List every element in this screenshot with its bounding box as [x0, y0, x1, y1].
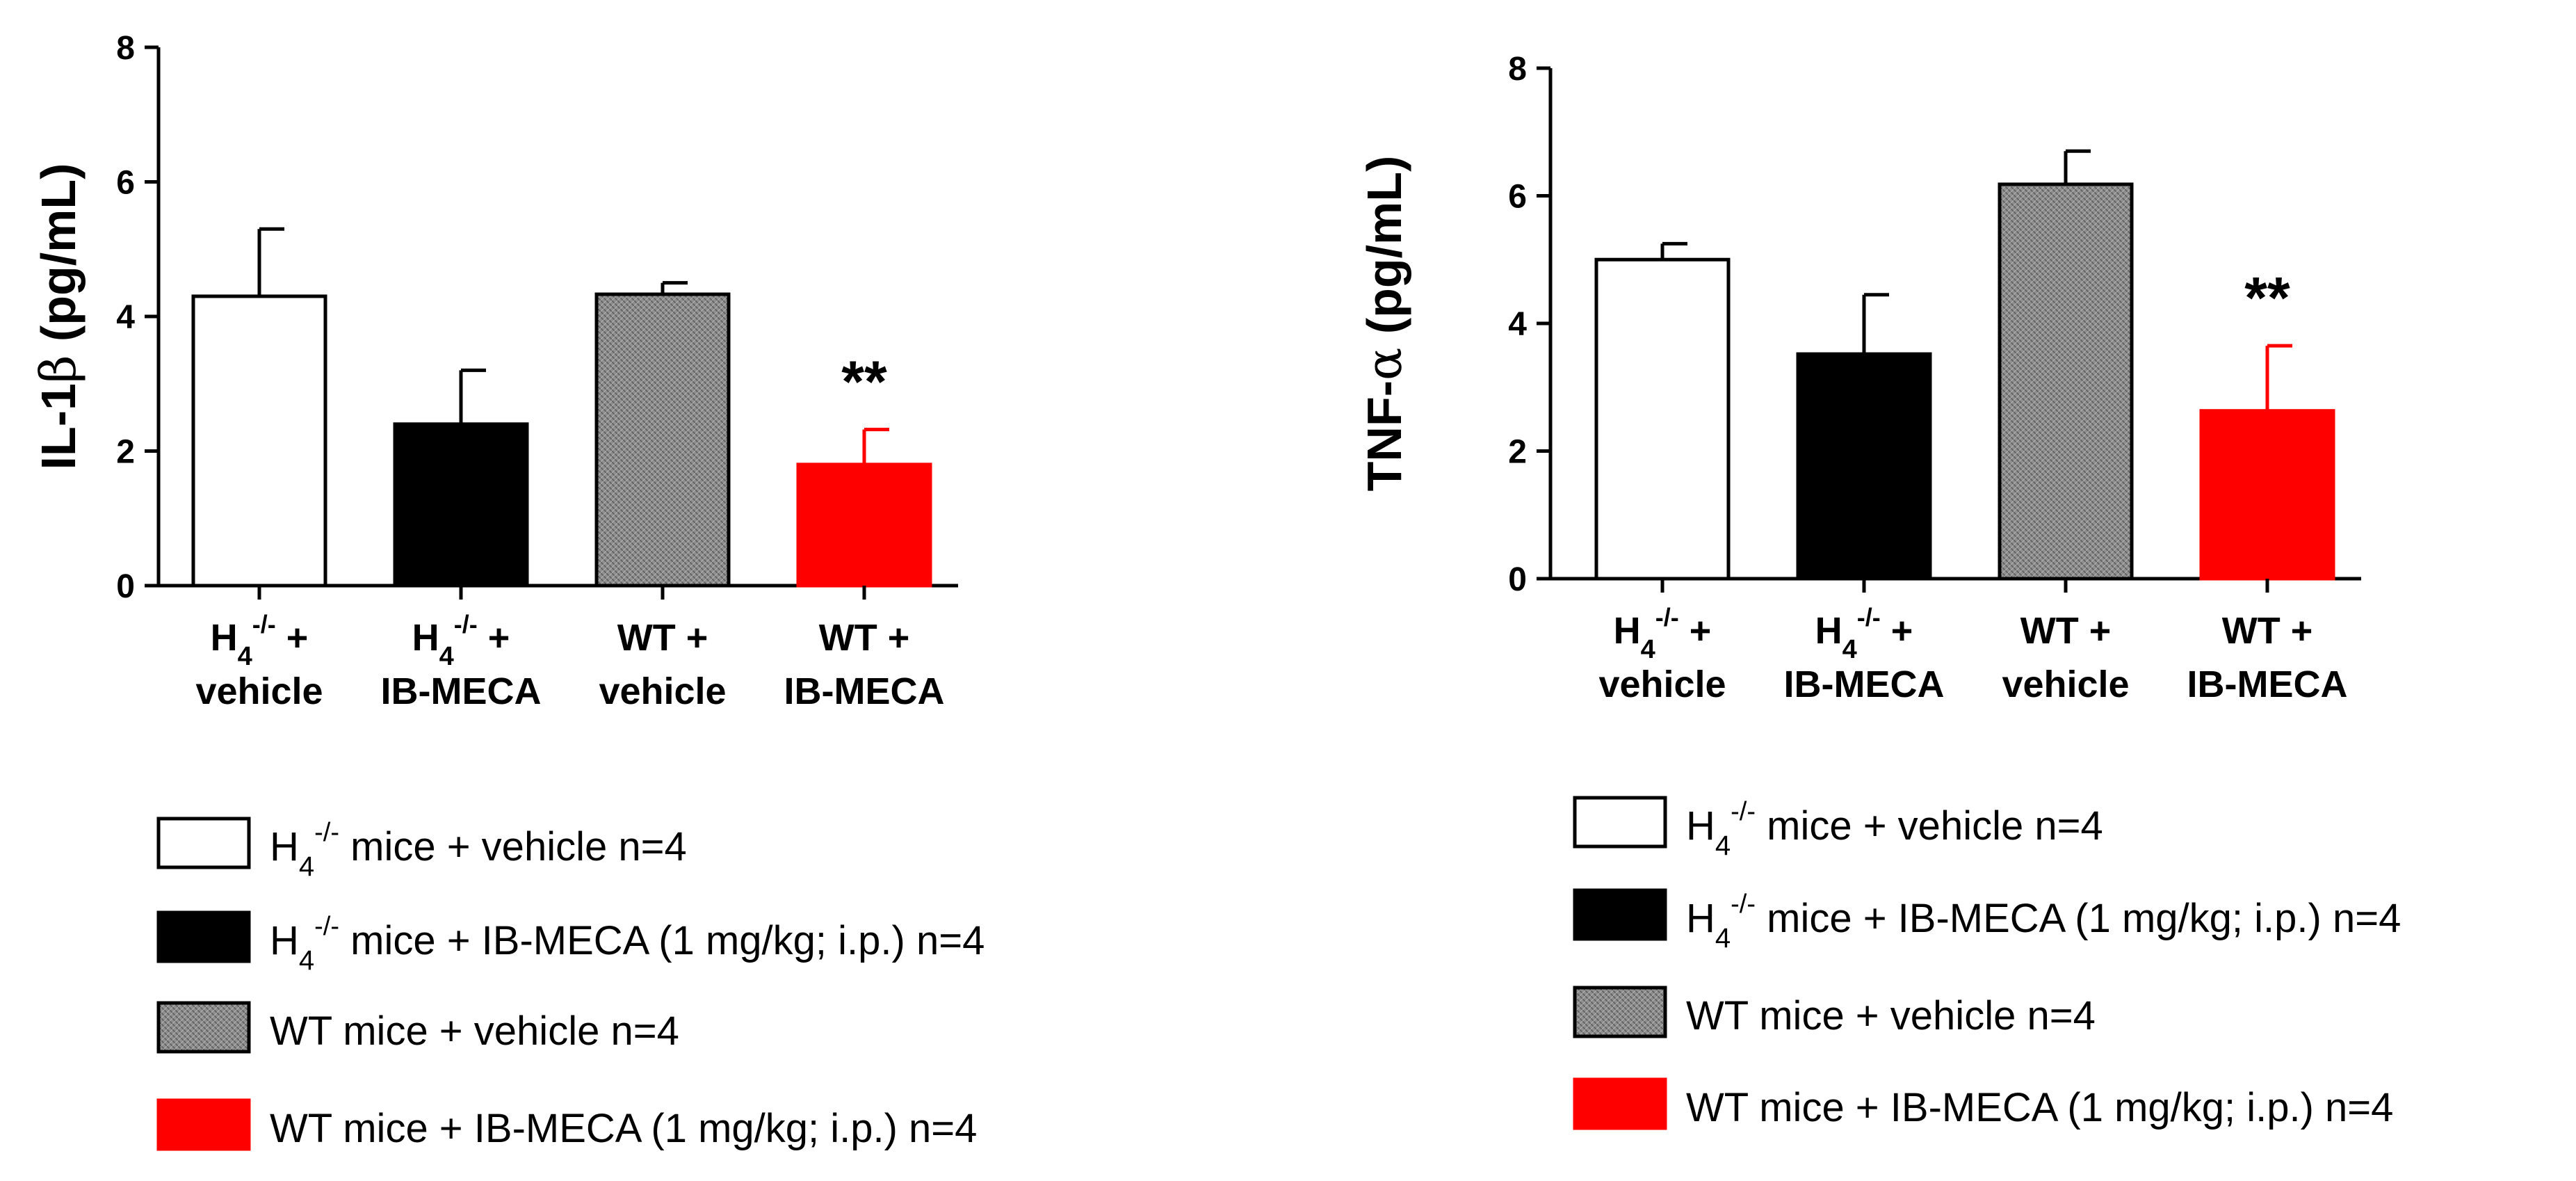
category-label: H4-/- +: [1614, 603, 1712, 664]
category-label: H4-/- +: [412, 610, 510, 671]
category-label-line2: IB-MECA: [1784, 664, 1945, 705]
y-tick-label: 2: [1508, 434, 1527, 471]
legend-swatch: [156, 1098, 251, 1151]
legend-label: WT mice + IB-MECA (1 mg/kg; i.p.) n=4: [270, 1106, 977, 1151]
legend-swatch: [1573, 986, 1667, 1038]
significance-marker: **: [841, 349, 887, 415]
legend-swatch: [156, 817, 251, 869]
y-axis-label: IL-1β (pg/mL): [30, 163, 87, 470]
legend-swatch: [156, 1001, 251, 1054]
category-label-line2: IB-MECA: [2187, 664, 2348, 705]
category-label: WT +: [2020, 610, 2112, 652]
y-tick-label: 4: [116, 299, 135, 336]
y-tick-label: 8: [1508, 51, 1527, 88]
bar: [191, 294, 327, 588]
legend-label: H4-/- mice + IB-MECA (1 mg/kg; i.p.) n=4: [1686, 890, 2401, 954]
category-label-line2: vehicle: [1598, 664, 1726, 705]
legend-label: H4-/- mice + vehicle n=4: [1686, 797, 2103, 862]
bar: [796, 463, 932, 588]
legend-label: WT mice + IB-MECA (1 mg/kg; i.p.) n=4: [1686, 1085, 2393, 1130]
bar: [1796, 352, 1932, 581]
category-label-line2: IB-MECA: [381, 670, 542, 712]
y-tick-label: 8: [116, 30, 135, 67]
category-label: H4-/- +: [1815, 603, 1913, 664]
y-tick-label: 6: [1508, 179, 1527, 216]
legend-swatch: [1573, 796, 1667, 849]
legend-swatch: [156, 910, 251, 963]
y-tick-label: 0: [116, 568, 135, 605]
bar: [594, 292, 731, 588]
y-tick-label: 2: [116, 434, 135, 471]
category-label-line2: vehicle: [195, 670, 323, 712]
y-tick-label: 0: [1508, 561, 1527, 598]
legend-swatch: [1573, 888, 1667, 941]
category-label-line2: vehicle: [2002, 664, 2129, 705]
category-label: H4-/- +: [211, 610, 309, 671]
legend-label: H4-/- mice + IB-MECA (1 mg/kg; i.p.) n=4: [270, 912, 985, 977]
bar: [393, 422, 529, 588]
significance-marker: **: [2244, 265, 2290, 330]
category-label-line2: vehicle: [599, 670, 726, 712]
bar: [2199, 409, 2335, 581]
bar: [1594, 257, 1731, 581]
category-label: WT +: [819, 617, 910, 659]
legend-label: H4-/- mice + vehicle n=4: [270, 818, 687, 883]
legend-label: WT mice + vehicle n=4: [1686, 993, 2096, 1038]
legend-label: WT mice + vehicle n=4: [270, 1009, 679, 1054]
category-label-line2: IB-MECA: [784, 670, 945, 712]
bar: [1998, 182, 2134, 581]
category-label: WT +: [2222, 610, 2313, 652]
y-axis-label: TNF-α (pg/mL): [1356, 156, 1413, 492]
y-tick-label: 4: [1508, 306, 1527, 343]
y-tick-label: 6: [116, 165, 135, 202]
legend-swatch: [1573, 1077, 1667, 1130]
category-label: WT +: [617, 617, 708, 659]
